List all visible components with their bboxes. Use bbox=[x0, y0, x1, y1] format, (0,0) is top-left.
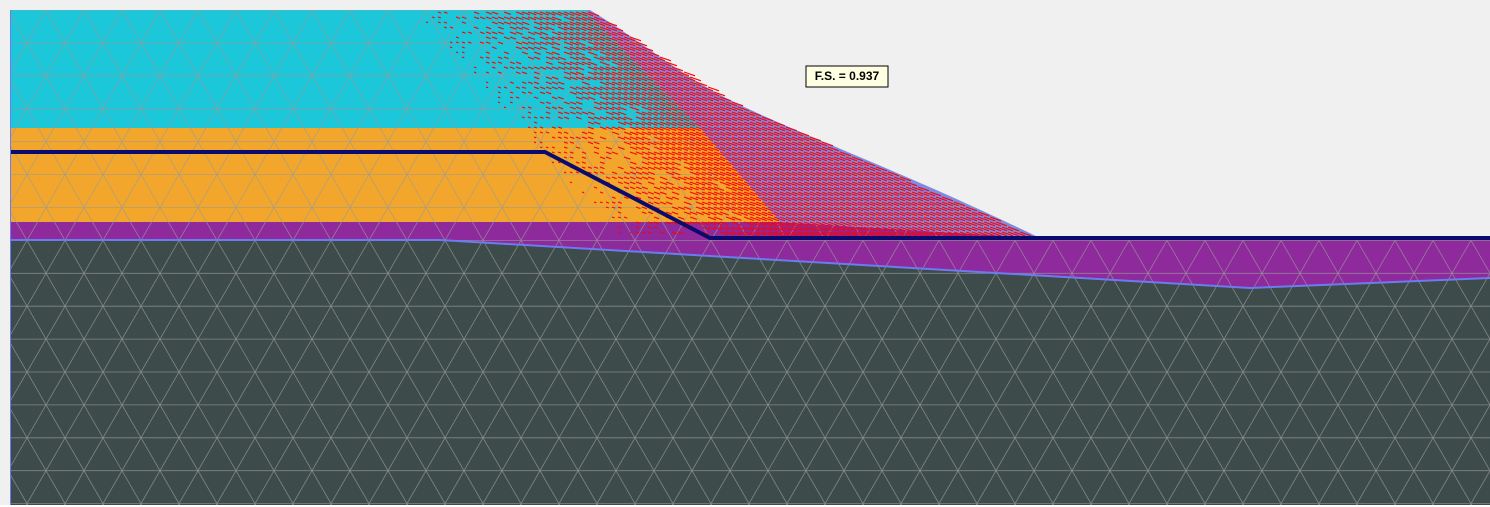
fs-label: F.S. = 0.937 bbox=[815, 69, 880, 83]
left-boundary bbox=[10, 10, 11, 505]
screenshot: F.S. = 0.937 bbox=[0, 0, 1490, 507]
model-view: F.S. = 0.937 bbox=[0, 0, 1490, 507]
